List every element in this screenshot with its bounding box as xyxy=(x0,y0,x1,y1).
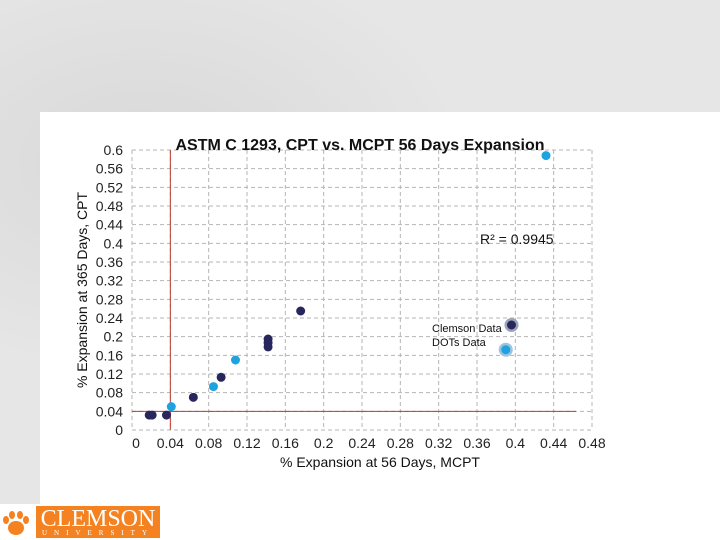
x-tick-label: 0 xyxy=(132,435,140,451)
dark-data-point xyxy=(162,410,171,420)
x-tick-label: 0.24 xyxy=(348,435,375,451)
y-tick-label: 0.04 xyxy=(96,403,123,419)
y-tick-label: 0.28 xyxy=(96,291,123,307)
x-tick-label: 0.28 xyxy=(387,435,414,451)
light-data-point xyxy=(231,355,240,365)
x-tick-label: 0.08 xyxy=(195,435,222,451)
y-tick-label: 0.4 xyxy=(104,235,124,251)
light-data-point xyxy=(541,151,551,161)
dark-data-point xyxy=(296,306,306,316)
y-tick-label: 0.6 xyxy=(104,142,124,158)
x-tick-label: 0.2 xyxy=(314,435,334,451)
y-axis-label: % Expansion at 365 Days, CPT xyxy=(74,192,90,389)
y-tick-label: 0.36 xyxy=(96,254,123,270)
logo-subtext: UNIVERSITY xyxy=(42,529,154,537)
dots-data-label: DOTs Data xyxy=(432,337,487,349)
dark-data-point xyxy=(188,392,198,402)
x-tick-label: 0.12 xyxy=(233,435,260,451)
tiger-paw-icon xyxy=(3,511,29,535)
y-tick-label: 0.2 xyxy=(104,329,124,345)
x-axis-label: % Expansion at 56 Days, MCPT xyxy=(280,454,480,470)
light-data-point xyxy=(166,402,176,412)
y-tick-label: 0.12 xyxy=(96,366,123,382)
y-tick-label: 0.16 xyxy=(96,347,123,363)
dark-data-point xyxy=(263,334,273,344)
y-tick-label: 0.48 xyxy=(96,198,123,214)
x-tick-label: 0.32 xyxy=(425,435,452,451)
chart-title: ASTM C 1293, CPT vs. MCPT 56 Days Expans… xyxy=(175,137,544,154)
light-data-point xyxy=(208,382,218,392)
r-squared-label: R² = 0.9945 xyxy=(480,231,554,247)
x-tick-label: 0.36 xyxy=(463,435,490,451)
x-tick-label: 0.4 xyxy=(506,435,526,451)
x-tick-label: 0.48 xyxy=(578,435,605,451)
y-tick-label: 0.56 xyxy=(96,161,123,177)
y-tick-label: 0.08 xyxy=(96,385,123,401)
x-tick-label: 0.04 xyxy=(157,435,184,451)
y-tick-label: 0.44 xyxy=(96,217,123,233)
chart-panel xyxy=(40,112,720,504)
clemson-logo: CLEMSON UNIVERSITY xyxy=(36,506,160,538)
x-tick-label: 0.16 xyxy=(272,435,299,451)
dark-data-point xyxy=(216,372,226,382)
dark-data-point xyxy=(147,410,157,420)
light-data-point xyxy=(501,345,511,355)
y-tick-label: 0.52 xyxy=(96,179,123,195)
dark-data-point xyxy=(507,320,516,330)
logo-text: CLEMSON xyxy=(40,506,156,532)
y-tick-label: 0 xyxy=(115,422,123,438)
x-tick-label: 0.44 xyxy=(540,435,567,451)
y-tick-label: 0.32 xyxy=(96,273,123,289)
y-tick-label: 0.24 xyxy=(96,310,123,326)
clemson-data-label: Clemson Data xyxy=(432,323,503,335)
